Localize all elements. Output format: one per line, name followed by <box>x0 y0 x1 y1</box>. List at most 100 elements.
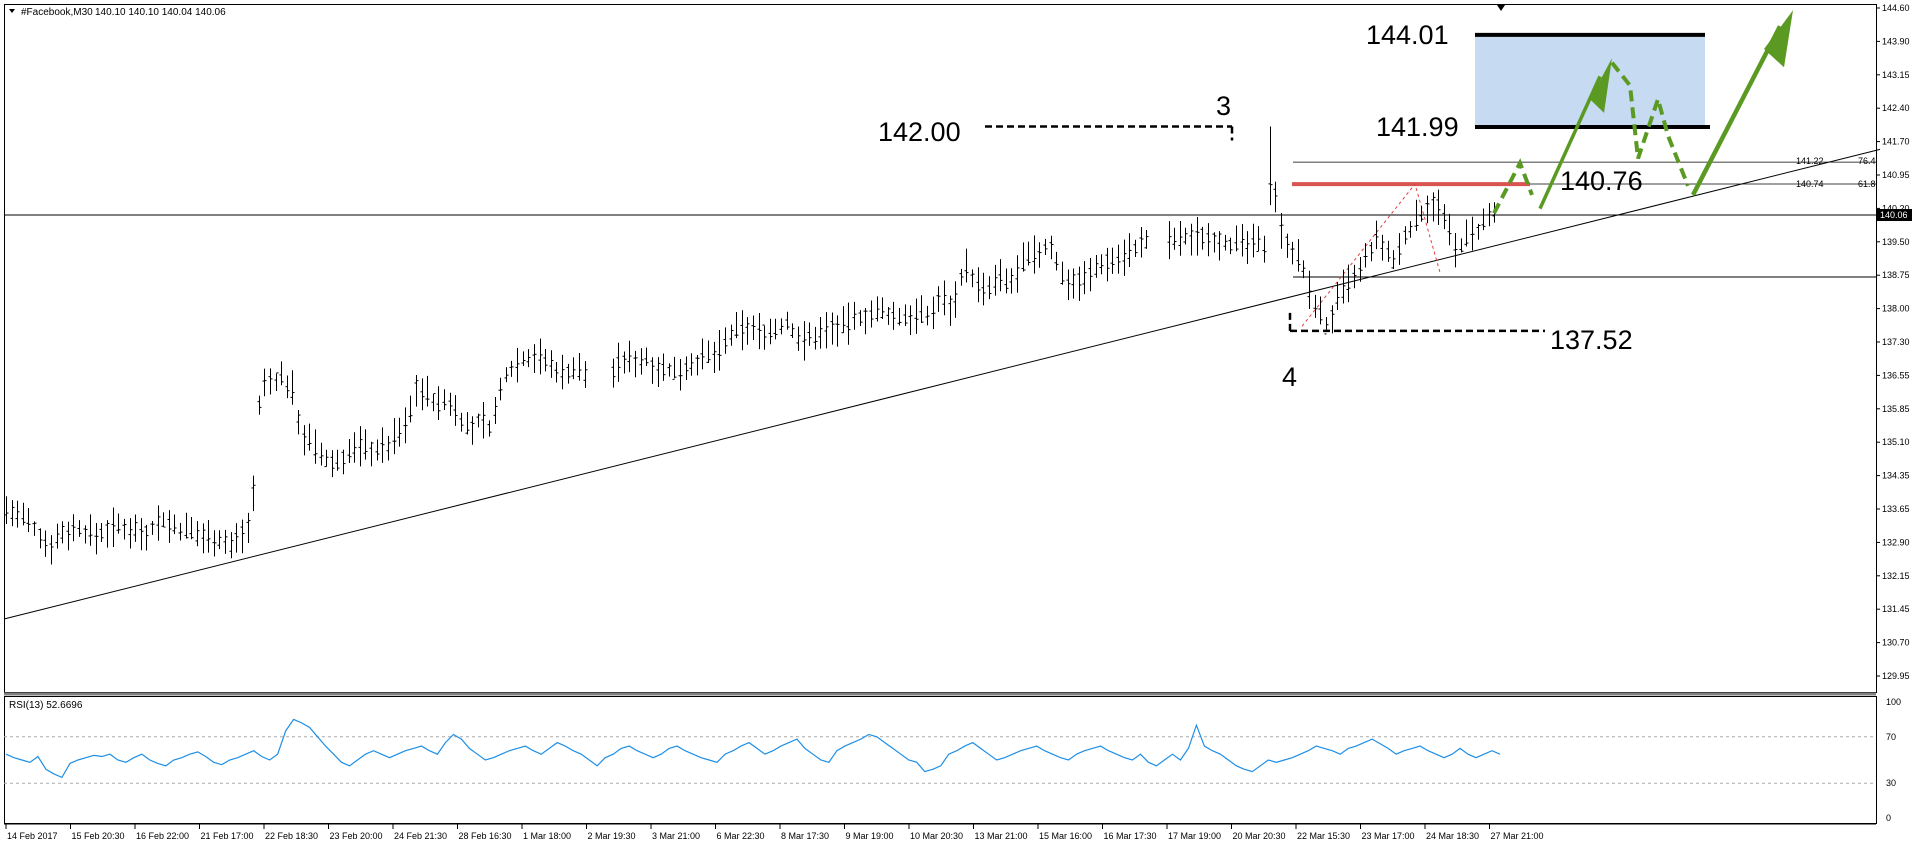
price-bar <box>1464 219 1469 247</box>
projection-solid-2 <box>1691 25 1782 196</box>
price-bar <box>532 344 537 374</box>
price-bar <box>1043 238 1048 255</box>
price-tick-label: 142.40 <box>1882 103 1910 113</box>
price-bar <box>319 442 324 466</box>
time-tick-label: 24 Feb 21:30 <box>394 831 447 841</box>
label-137-52: 137.52 <box>1550 325 1633 355</box>
price-bar <box>1077 266 1082 301</box>
price-bar <box>1245 231 1250 265</box>
price-bar <box>1189 223 1194 256</box>
price-bar <box>785 311 790 330</box>
price-bar <box>627 340 632 373</box>
price-bar <box>1262 235 1267 263</box>
price-bar <box>1200 226 1205 250</box>
label-141-99: 141.99 <box>1376 112 1459 142</box>
price-bar <box>459 412 464 432</box>
price-bar <box>1436 189 1441 226</box>
time-tick-label: 13 Mar 21:00 <box>975 831 1028 841</box>
projection-dashed-1 <box>1492 158 1534 215</box>
time-tick-label: 24 Mar 18:30 <box>1426 831 1479 841</box>
price-bar <box>313 429 318 464</box>
price-bar <box>347 438 352 463</box>
price-bar <box>835 315 840 347</box>
price-tick-label: 132.90 <box>1882 537 1910 547</box>
rsi-tick-label: 70 <box>1886 732 1896 742</box>
price-bar <box>38 528 43 549</box>
price-tick-label: 138.75 <box>1882 270 1910 280</box>
price-bar <box>1330 305 1335 334</box>
price-bar <box>1037 242 1042 268</box>
price-bar <box>717 329 722 371</box>
price-bar <box>1285 233 1290 258</box>
time-tick-label: 1 Mar 18:00 <box>523 831 571 841</box>
price-bar <box>229 532 234 559</box>
price-bar <box>1358 256 1363 282</box>
price-tick-label: 141.70 <box>1882 137 1910 147</box>
time-tick-label: 3 Mar 21:00 <box>652 831 700 841</box>
price-bar <box>1296 239 1301 272</box>
fib-764-price: 141.22 <box>1796 156 1824 166</box>
price-bar <box>77 520 82 537</box>
price-tick-label: 132.15 <box>1882 571 1910 581</box>
price-bar <box>262 368 267 397</box>
dropdown-triangle-icon[interactable] <box>9 9 15 13</box>
rsi-tick-label: 0 <box>1886 813 1891 823</box>
time-tick-label: 16 Mar 17:30 <box>1104 831 1157 841</box>
price-bar <box>133 514 138 542</box>
price-bar <box>858 310 863 327</box>
price-bar <box>324 449 329 468</box>
price-bar <box>745 317 750 345</box>
price-bar <box>403 407 408 444</box>
time-tick-label: 14 Feb 2017 <box>7 831 58 841</box>
price-bar <box>813 326 818 350</box>
price-bar <box>1060 261 1065 285</box>
price-bar <box>672 356 677 380</box>
price-tick-label: 143.90 <box>1882 36 1910 46</box>
price-bar <box>1139 226 1144 258</box>
price-bar <box>1380 234 1385 261</box>
price-bar <box>566 363 571 384</box>
fib-618-ratio: 61.8 <box>1858 179 1876 189</box>
price-bar <box>1116 244 1121 274</box>
price-bar <box>509 360 514 377</box>
level-lines <box>3 125 1881 620</box>
price-bar <box>1256 226 1261 253</box>
target-box <box>1475 34 1705 128</box>
price-bar <box>903 304 908 327</box>
label-wave-4: 4 <box>1282 362 1297 392</box>
price-bar <box>1133 239 1138 257</box>
price-bar <box>363 429 368 460</box>
price-bar <box>1167 221 1172 260</box>
price-axis: 144.60 143.90 143.15 142.40 141.70 140.95 140.… <box>1876 3 1912 681</box>
price-bar <box>875 296 880 322</box>
price-bar <box>639 348 644 375</box>
price-bar <box>285 375 290 399</box>
price-bar <box>1369 242 1374 262</box>
price-bar <box>993 264 998 296</box>
price-bar <box>925 305 930 326</box>
price-bar <box>257 395 262 415</box>
price-bar <box>55 523 60 549</box>
time-tick-label: 15 Mar 16:00 <box>1039 831 1092 841</box>
time-tick-label: 22 Feb 18:30 <box>265 831 318 841</box>
price-bar <box>99 523 104 542</box>
price-bar <box>279 361 284 386</box>
price-bar <box>622 351 627 374</box>
price-bar <box>729 324 734 346</box>
price-bar <box>1223 234 1228 251</box>
time-tick-label: 9 Mar 19:00 <box>846 831 894 841</box>
time-tick-label: 21 Feb 17:00 <box>201 831 254 841</box>
price-bar <box>1459 238 1464 253</box>
price-bar <box>105 520 110 548</box>
price-bar <box>476 413 481 428</box>
price-bar <box>667 363 672 377</box>
price-bar <box>678 358 683 391</box>
price-bar <box>1408 221 1413 238</box>
price-bar <box>88 514 93 546</box>
price-bar <box>436 386 441 420</box>
price-bar <box>408 395 413 423</box>
price-bar <box>1374 220 1379 250</box>
price-bar <box>71 514 76 542</box>
projection-solid-1 <box>1538 75 1602 210</box>
price-tick-label: 136.55 <box>1882 370 1910 380</box>
